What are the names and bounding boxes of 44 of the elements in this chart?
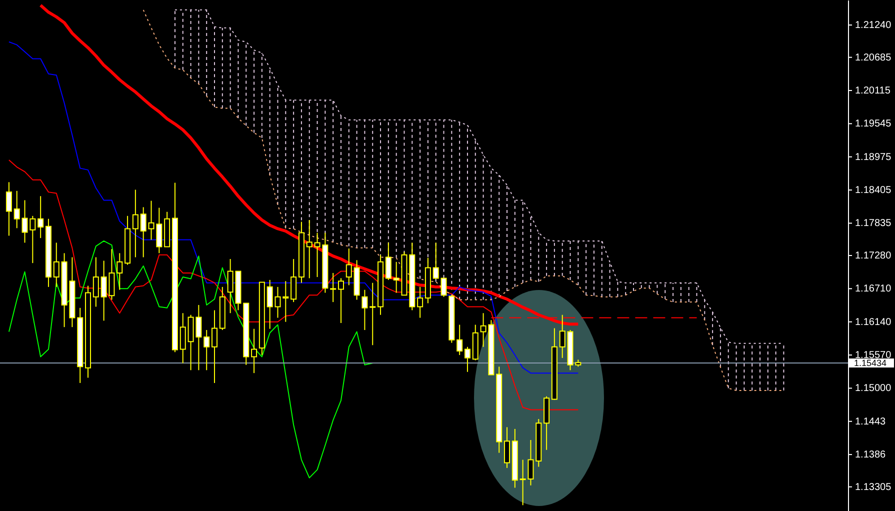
candlestick [559,314,566,358]
y-tick-label: 1.13305 [855,482,892,493]
y-tick-label: 1.20115 [855,86,891,96]
candlestick [432,242,439,280]
candlestick [504,426,510,468]
y-tick-label: 1.17835 [855,218,892,230]
y-tick-label: 1.1386 [855,450,886,461]
candlestick [440,278,447,298]
candlestick [14,190,20,229]
y-tick-label: 1.18405 [855,185,892,196]
y-tick-label: 1.19545 [855,118,892,130]
candlestick [116,252,123,290]
candlestick [417,286,424,318]
candlestick [346,248,352,286]
y-tick-label: 1.17280 [855,250,892,262]
candlestick [212,310,218,384]
candlestick [180,312,186,364]
candlestick [92,256,99,308]
y-tick-label: 1.18975 [855,152,892,163]
y-tick-label: 1.16140 [855,316,892,328]
candlestick [38,196,44,239]
candlestick [204,329,210,371]
candlestick [464,346,470,372]
candlestick [456,324,463,356]
candlestick [338,278,344,324]
y-tick-label: 1.20685 [855,52,892,64]
candlestick [53,242,60,288]
candlestick [370,282,376,346]
y-tick-label: 1.1443 [855,416,886,428]
candlestick [140,206,146,258]
candlestick [251,328,258,374]
candlestick [6,182,12,236]
line-series [8,240,374,478]
line-series [8,41,579,374]
ref-line-label: 1.15434 [854,358,887,368]
candlestick [385,242,392,280]
y-tick-label: 1.15000 [855,383,892,394]
candlestick [282,280,289,322]
y-tick-label: 1.21240 [855,20,892,32]
candlestick [132,189,138,258]
candlestick [290,258,297,303]
y-tick-label: 1.16710 [855,284,892,295]
candlestick [330,272,336,303]
candlestick [362,289,368,330]
